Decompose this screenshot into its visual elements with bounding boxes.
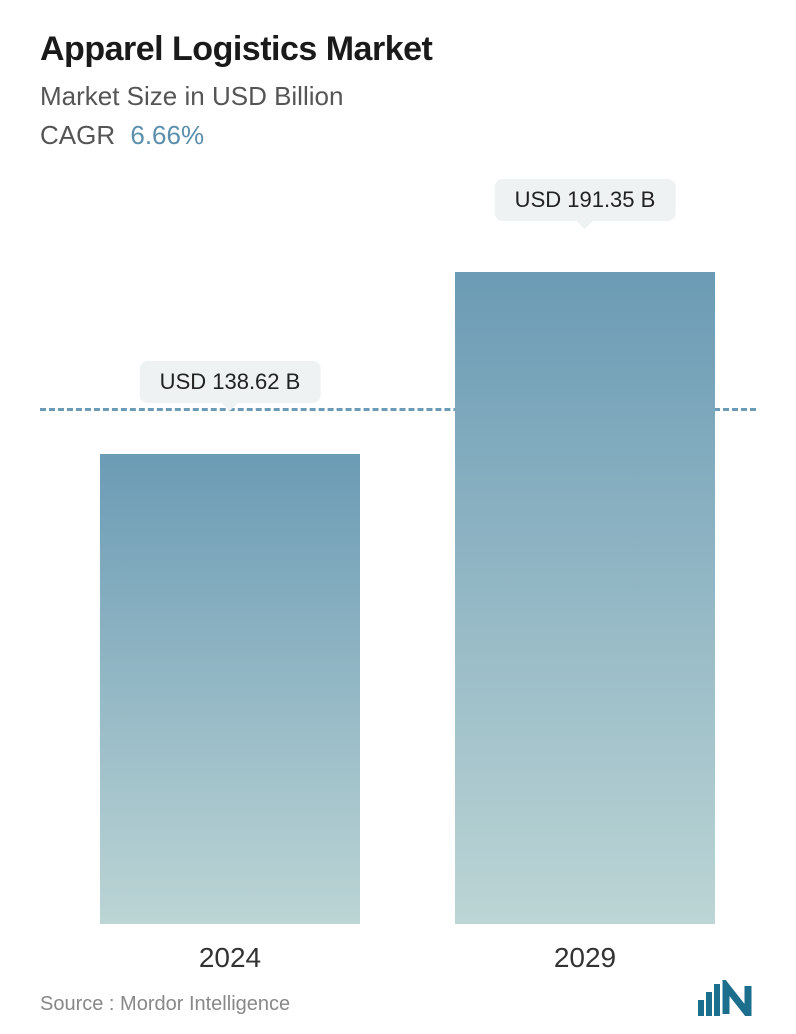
- page-title: Apparel Logistics Market: [40, 30, 756, 69]
- value-badge-2029: USD 191.35 B: [495, 179, 676, 221]
- chart-subtitle: Market Size in USD Billion: [40, 81, 756, 112]
- mordor-logo-icon: [698, 980, 756, 1016]
- bar-2029: [455, 272, 715, 924]
- bar-fill: [455, 272, 715, 924]
- cagr-label: CAGR: [40, 120, 115, 150]
- cagr-row: CAGR 6.66%: [40, 120, 756, 151]
- year-label-2029: 2029: [455, 942, 715, 974]
- bar-fill: [100, 454, 360, 924]
- source-text: Source : Mordor Intelligence: [40, 993, 290, 1016]
- chart-area: USD 138.62 B 2024 USD 191.35 B 2029: [40, 171, 756, 1014]
- footer: Source : Mordor Intelligence: [40, 980, 756, 1016]
- cagr-value: 6.66%: [130, 120, 204, 150]
- bar-2024: [100, 454, 360, 924]
- value-badge-2024: USD 138.62 B: [140, 361, 321, 403]
- year-label-2024: 2024: [100, 942, 360, 974]
